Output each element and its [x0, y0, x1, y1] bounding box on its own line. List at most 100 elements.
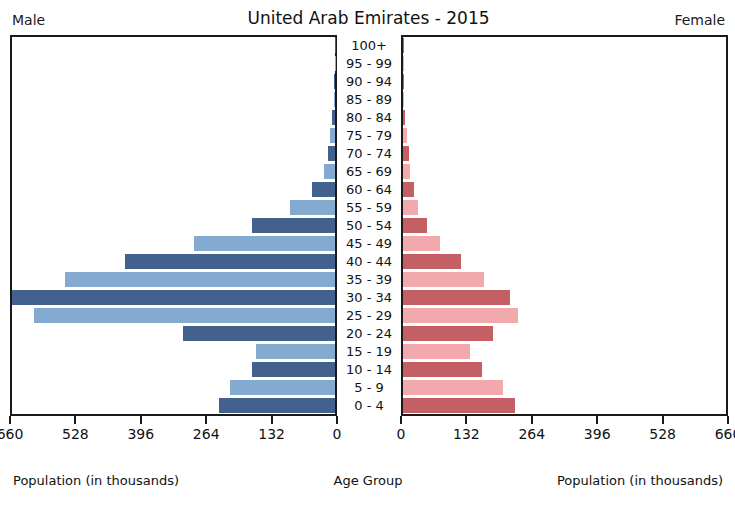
age-group-label: 30 - 34 [346, 290, 392, 305]
female-bar-row-75-79 [403, 127, 726, 145]
male-bar-row-85-89 [12, 91, 335, 109]
male-axis-tick-0 [336, 416, 338, 424]
age-group-label: 40 - 44 [346, 254, 392, 269]
axis-captions: Population (in thousands) Age Group Popu… [13, 473, 723, 488]
left-axis-caption: Population (in thousands) [13, 473, 179, 488]
male-axis-tick-label-132: 132 [258, 426, 285, 442]
male-bar-row-55-59 [12, 199, 335, 217]
female-axis-tick-label-528: 528 [649, 426, 676, 442]
age-group-label: 100+ [351, 38, 387, 53]
male-bar-80-84 [332, 110, 335, 125]
age-group-label: 90 - 94 [346, 74, 392, 89]
age-group-row-90-94: 90 - 94 [337, 73, 401, 91]
age-group-row-10-14: 10 - 14 [337, 360, 401, 378]
male-bar-row-70-74 [12, 145, 335, 163]
male-axis-tick-label-0: 0 [333, 426, 342, 442]
male-panel [10, 35, 337, 416]
female-axis-tick-396 [596, 416, 598, 424]
age-group-label: 10 - 14 [346, 362, 392, 377]
male-axis-tick-label-660: 660 [0, 426, 23, 442]
male-bar-60-64 [312, 182, 335, 197]
female-bar-30-34 [403, 290, 510, 305]
female-axis-ticks [401, 416, 728, 424]
female-bar-row-85-89 [403, 91, 726, 109]
female-bar-row-5-9 [403, 378, 726, 396]
male-bar-0-4 [219, 398, 335, 413]
age-group-label: 20 - 24 [346, 326, 392, 341]
age-group-label: 95 - 99 [346, 56, 392, 71]
right-axis-caption: Population (in thousands) [557, 473, 723, 488]
age-group-row-95-99: 95 - 99 [337, 55, 401, 73]
male-bar-row-80-84 [12, 109, 335, 127]
male-bar-65-69 [324, 164, 335, 179]
female-axis-tick-0 [400, 416, 402, 424]
male-bar-70-74 [328, 146, 335, 161]
female-bar-row-25-29 [403, 306, 726, 324]
male-bar-row-100plus [12, 37, 335, 55]
age-group-row-25-29: 25 - 29 [337, 306, 401, 324]
female-bar-5-9 [403, 380, 503, 395]
chart-area: 6605283962641320 100+ 95 - 99 90 - 94 85 - … [10, 35, 728, 444]
male-bar-85-89 [334, 92, 335, 107]
age-group-label: 85 - 89 [346, 92, 392, 107]
age-group-label: 35 - 39 [346, 272, 392, 287]
male-bar-row-95-99 [12, 55, 335, 73]
female-bar-row-100plus [403, 37, 726, 55]
male-axis-tick-396 [140, 416, 142, 424]
male-bar-row-60-64 [12, 181, 335, 199]
female-bar-0-4 [403, 398, 515, 413]
female-axis-tick-label-264: 264 [518, 426, 545, 442]
male-bar-row-50-54 [12, 217, 335, 235]
male-bar-75-79 [330, 128, 335, 143]
male-bar-35-39 [65, 272, 335, 287]
age-group-row-100plus: 100+ [337, 37, 401, 55]
female-bar-row-70-74 [403, 145, 726, 163]
age-label-column: 100+95 - 9990 - 9485 - 8980 - 8475 - 797… [337, 35, 401, 416]
female-side-label: Female [674, 12, 725, 28]
female-bar-35-39 [403, 272, 484, 287]
age-group-label: 25 - 29 [346, 308, 392, 323]
age-group-label: 5 - 9 [354, 380, 384, 395]
female-bar-row-80-84 [403, 109, 726, 127]
male-bar-row-35-39 [12, 270, 335, 288]
age-group-row-30-34: 30 - 34 [337, 288, 401, 306]
male-bar-45-49 [194, 236, 335, 251]
male-bar-30-34 [12, 290, 335, 305]
female-axis-tick-264 [531, 416, 533, 424]
age-group-label: 50 - 54 [346, 218, 392, 233]
female-bar-row-15-19 [403, 342, 726, 360]
male-bar-row-25-29 [12, 306, 335, 324]
male-column: 6605283962641320 [10, 35, 337, 444]
age-group-row-85-89: 85 - 89 [337, 91, 401, 109]
age-group-row-35-39: 35 - 39 [337, 270, 401, 288]
age-group-label: 75 - 79 [346, 128, 392, 143]
female-bar-20-24 [403, 326, 493, 341]
male-bar-row-30-34 [12, 288, 335, 306]
male-axis-tick-660 [9, 416, 11, 424]
female-bar-65-69 [403, 164, 410, 179]
female-bar-55-59 [403, 200, 418, 215]
male-bar-40-44 [125, 254, 335, 269]
female-bar-row-10-14 [403, 360, 726, 378]
female-bar-15-19 [403, 344, 470, 359]
female-bar-row-65-69 [403, 163, 726, 181]
male-bar-10-14 [252, 362, 335, 377]
male-axis-ticks [10, 416, 337, 424]
male-bar-row-65-69 [12, 163, 335, 181]
male-bar-row-45-49 [12, 234, 335, 252]
female-bar-60-64 [403, 182, 414, 197]
female-axis-tick-label-396: 396 [584, 426, 611, 442]
age-group-row-55-59: 55 - 59 [337, 199, 401, 217]
male-bar-55-59 [290, 200, 336, 215]
male-bar-row-75-79 [12, 127, 335, 145]
male-bar-15-19 [256, 344, 335, 359]
female-bar-row-20-24 [403, 324, 726, 342]
female-bar-row-90-94 [403, 73, 726, 91]
male-bar-25-29 [34, 308, 335, 323]
female-bar-row-45-49 [403, 234, 726, 252]
age-group-label: 0 - 4 [354, 398, 384, 413]
female-bar-45-49 [403, 236, 440, 251]
age-group-label: 80 - 84 [346, 110, 392, 125]
age-group-row-20-24: 20 - 24 [337, 324, 401, 342]
page-title: United Arab Emirates - 2015 [12, 8, 725, 28]
